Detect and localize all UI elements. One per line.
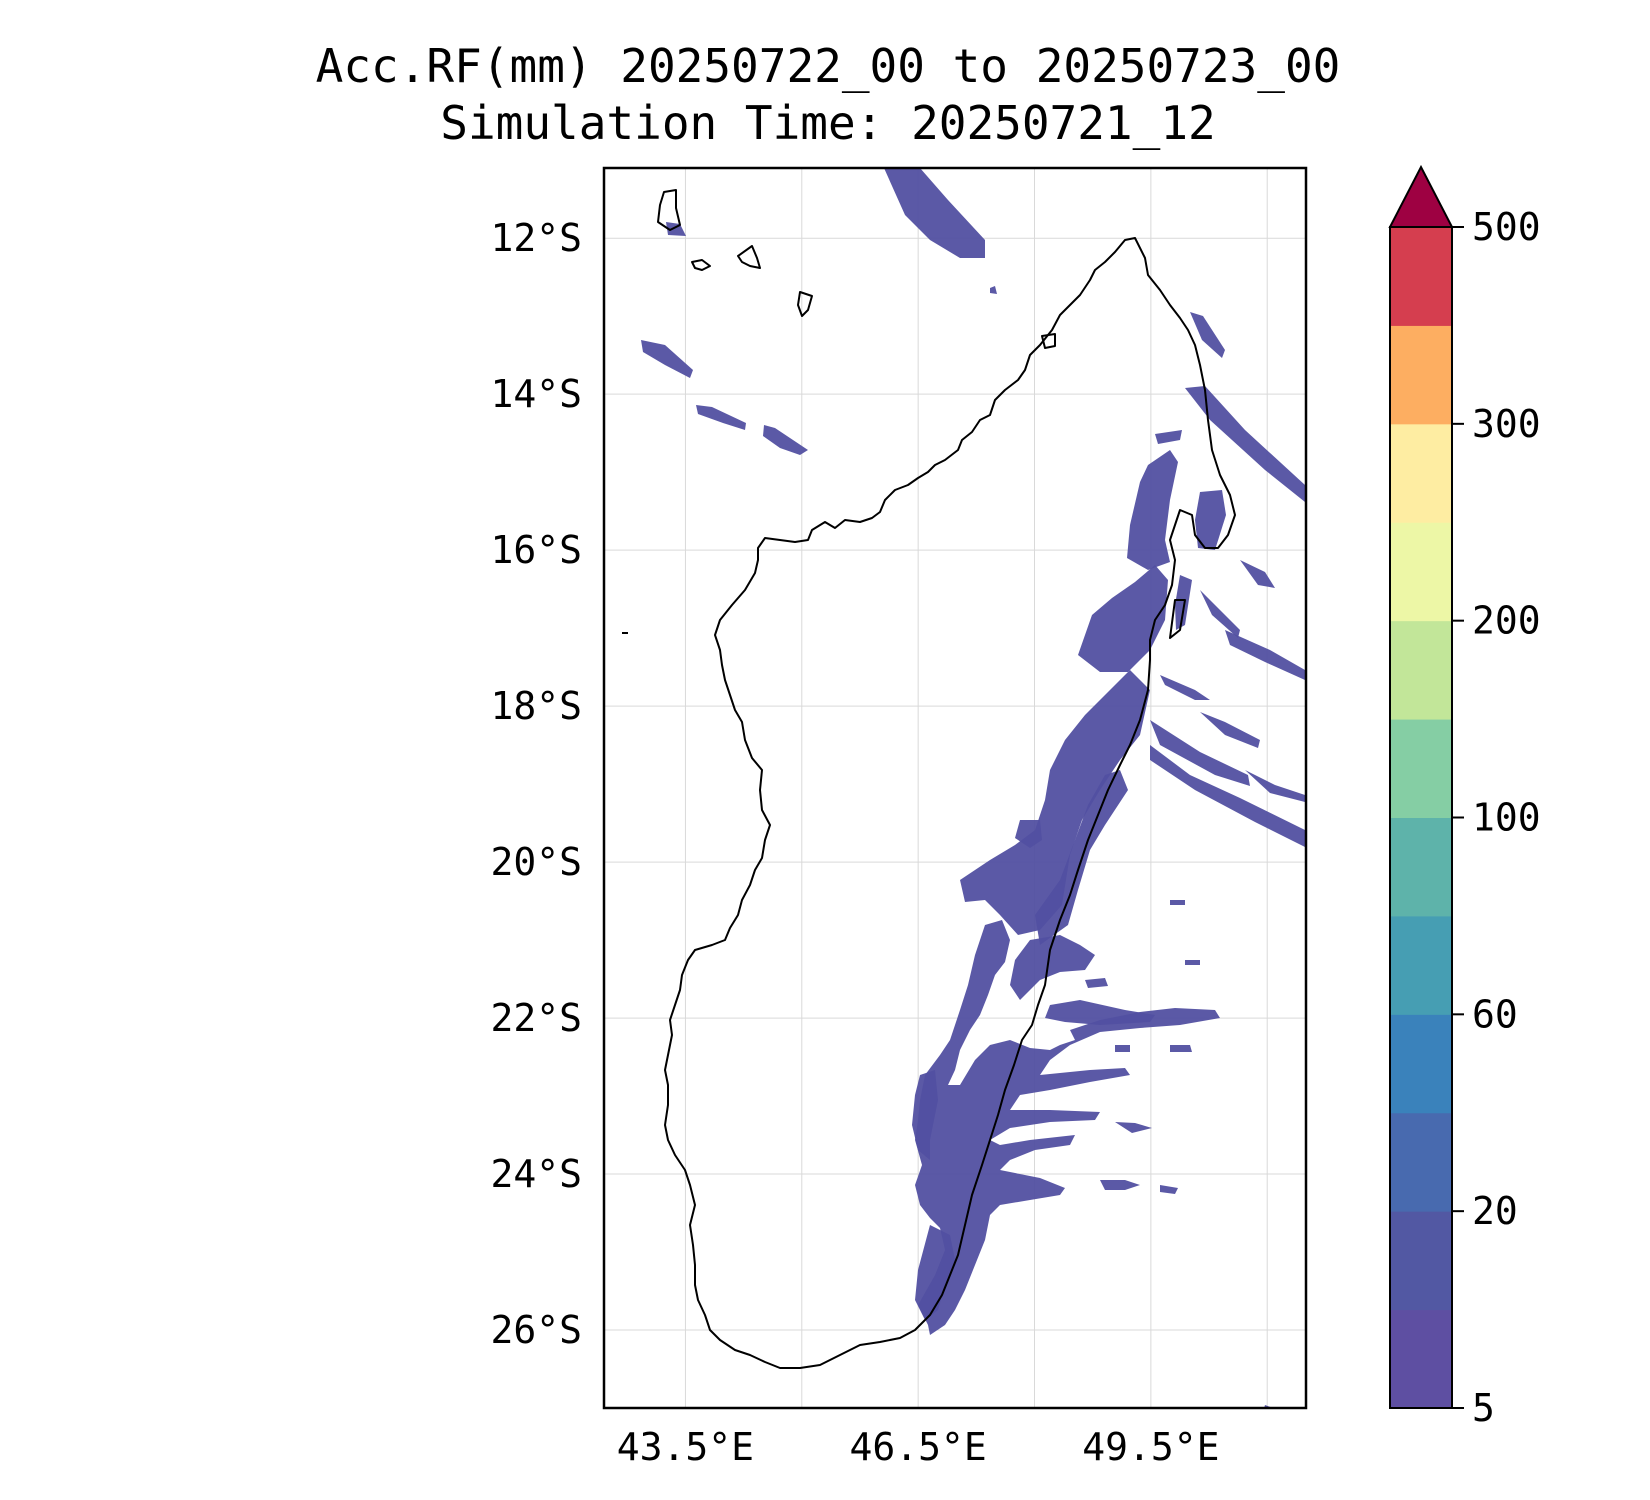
lat-tick-label: 22°S <box>490 996 582 1040</box>
rain-band <box>915 920 1220 1335</box>
rain-band <box>960 670 1150 935</box>
rain-band <box>1175 575 1192 630</box>
colorbar-segment <box>1390 522 1452 622</box>
rain-band <box>1155 430 1182 444</box>
colorbar-labels: 5 20 60 100 200 300 500 <box>1452 205 1541 1430</box>
rain-band <box>666 222 686 236</box>
latitude-labels: 12°S 14°S 16°S 18°S 20°S 22°S 24°S 26°S <box>490 216 582 1352</box>
colorbar-tick-label: 5 <box>1472 1386 1495 1430</box>
rain-band <box>1115 1045 1130 1052</box>
rainfall-field <box>641 168 1305 1408</box>
rain-band <box>1225 630 1305 680</box>
colorbar-tick-label: 60 <box>1472 992 1518 1036</box>
rain-band <box>1190 312 1225 358</box>
lat-tick-label: 20°S <box>490 840 582 884</box>
colorbar-tick-label: 20 <box>1472 1189 1518 1233</box>
colorbar-segment <box>1390 325 1452 425</box>
rain-band <box>1240 560 1275 588</box>
rain-band <box>1170 900 1185 905</box>
lat-tick-label: 16°S <box>490 528 582 572</box>
colorbar-segment <box>1390 915 1452 1015</box>
rain-band <box>1127 450 1178 570</box>
map-frame <box>602 166 1308 1410</box>
rain-band <box>1100 1180 1140 1190</box>
colorbar-segment <box>1390 620 1452 720</box>
rain-band <box>1045 1000 1155 1025</box>
colorbar-tick-label: 200 <box>1472 599 1541 643</box>
lon-tick-label: 43.5°E <box>617 1425 754 1469</box>
longitude-labels: 43.5°E 46.5°E 49.5°E <box>617 1425 1220 1469</box>
colorbar-segment <box>1390 719 1452 818</box>
rain-band <box>1015 820 1042 848</box>
colorbar-tick-label: 100 <box>1472 796 1541 840</box>
rain-band <box>884 168 985 258</box>
rain-band <box>915 1225 955 1320</box>
island-outline <box>737 245 761 269</box>
rain-band <box>912 1070 938 1160</box>
colorbar-segment <box>1390 423 1452 523</box>
rain-band <box>1264 1405 1273 1408</box>
island-outline <box>1041 333 1056 349</box>
colorbar-extend-arrow <box>1388 164 1454 228</box>
rain-band <box>990 286 997 294</box>
lat-tick-label: 18°S <box>490 684 582 728</box>
rain-band <box>1185 386 1305 502</box>
madagascar-coastline <box>664 237 1236 1369</box>
rain-band <box>1200 590 1240 638</box>
rain-band <box>696 405 746 430</box>
lat-tick-label: 26°S <box>490 1308 582 1352</box>
rain-band <box>641 340 693 378</box>
rain-band <box>1160 1185 1178 1194</box>
island-outline <box>1169 599 1186 639</box>
rain-band <box>1245 770 1305 802</box>
lat-tick-label: 24°S <box>490 1152 582 1196</box>
colorbar <box>1388 164 1454 1409</box>
rain-band <box>1200 712 1260 748</box>
island-outline <box>657 189 681 231</box>
colorbar-segment <box>1390 1112 1452 1212</box>
lon-tick-label: 46.5°E <box>850 1425 987 1469</box>
island-outline <box>797 291 813 317</box>
lon-tick-label: 49.5°E <box>1082 1425 1219 1469</box>
colorbar-tick-label: 500 <box>1472 205 1541 249</box>
rain-band <box>1150 720 1250 786</box>
rain-band <box>1185 960 1200 965</box>
colorbar-tick-label: 300 <box>1472 402 1541 446</box>
map-title-line1: Acc.RF(mm) 20250722_00 to 20250723_00 <box>315 39 1341 93</box>
rain-band <box>1085 978 1108 988</box>
coastline <box>622 189 1236 1369</box>
lat-tick-label: 14°S <box>490 372 582 416</box>
rain-band <box>1195 490 1226 550</box>
colorbar-segment <box>1390 227 1452 326</box>
rain-band <box>1115 1122 1152 1133</box>
rain-band <box>1010 935 1095 1000</box>
colorbar-segment <box>1390 1014 1452 1114</box>
rain-band <box>1078 565 1168 672</box>
island-outline <box>691 259 711 271</box>
rain-band <box>1150 745 1305 847</box>
colorbar-segment <box>1390 1309 1452 1409</box>
rain-band <box>1170 1045 1192 1052</box>
colorbar-segment <box>1390 1211 1452 1311</box>
rain-band <box>1160 675 1210 700</box>
map-title-line2: Simulation Time: 20250721_12 <box>440 96 1216 150</box>
rain-band <box>763 425 808 455</box>
lat-tick-label: 12°S <box>490 216 582 260</box>
colorbar-segment <box>1390 817 1452 917</box>
